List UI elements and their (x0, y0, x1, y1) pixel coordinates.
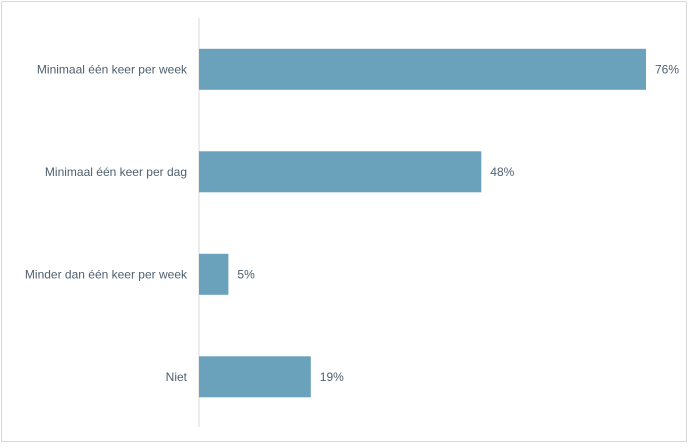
bar-1 (199, 151, 482, 193)
value-labels-group: 76% 48% 5% 19% (237, 62, 679, 384)
category-label-3: Niet (166, 370, 188, 384)
value-label-0: 76% (655, 62, 679, 76)
category-label-0: Minimaal één keer per week (37, 62, 188, 76)
value-label-2: 5% (237, 267, 255, 281)
bars-group (199, 48, 646, 398)
bar-3 (199, 356, 311, 398)
bar-0 (199, 48, 646, 90)
category-label-2: Minder dan één keer per week (25, 267, 188, 281)
bar-2 (199, 253, 229, 295)
value-label-1: 48% (490, 165, 514, 179)
category-label-1: Minimaal één keer per dag (45, 165, 187, 179)
value-label-3: 19% (320, 370, 344, 384)
category-labels-group: Minimaal één keer per week Minimaal één k… (25, 62, 188, 384)
